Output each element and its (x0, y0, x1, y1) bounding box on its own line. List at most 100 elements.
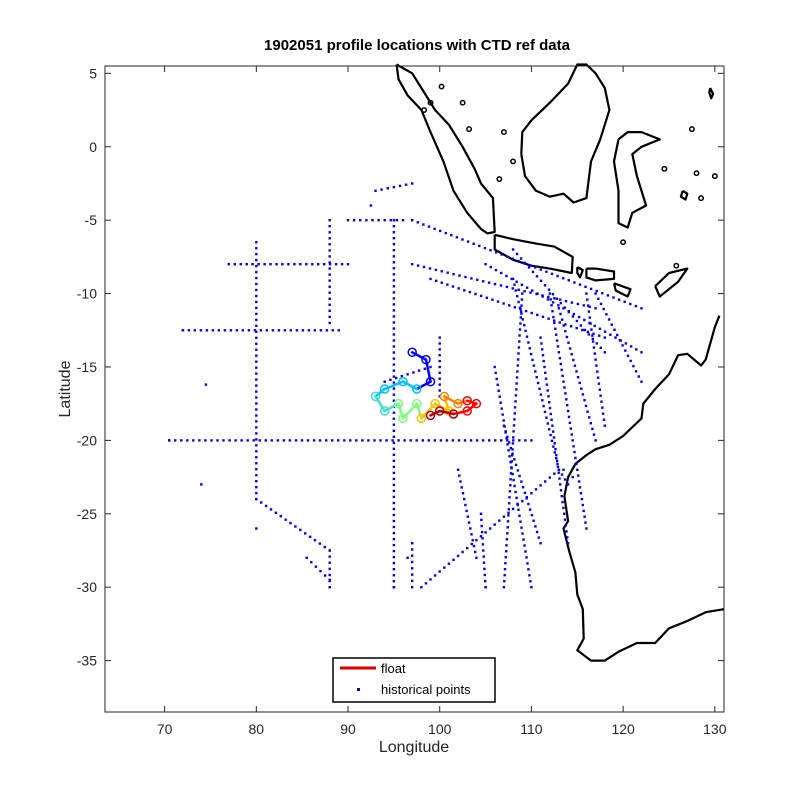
historical-point (255, 294, 258, 298)
historical-point (481, 543, 485, 546)
historical-point (328, 567, 331, 571)
historical-point (515, 496, 518, 500)
historical-point (552, 430, 555, 433)
historical-point (511, 507, 515, 511)
historical-point (392, 435, 396, 438)
historical-point (328, 279, 331, 282)
historical-point (607, 318, 611, 321)
historical-point (579, 324, 583, 327)
historical-point (629, 302, 632, 306)
historical-point (392, 255, 396, 258)
historical-point (411, 548, 414, 551)
float-profile (407, 347, 417, 358)
historical-point (559, 301, 563, 305)
historical-point (595, 364, 598, 367)
historical-point (204, 439, 207, 442)
historical-point (227, 263, 230, 266)
historical-point (512, 436, 515, 439)
historical-point (476, 278, 479, 281)
historical-point (501, 413, 504, 416)
historical-point (502, 424, 506, 427)
historical-point (216, 439, 219, 442)
historical-point (511, 257, 515, 260)
historical-point (545, 270, 548, 273)
historical-point (392, 315, 396, 318)
historical-point (355, 439, 358, 442)
historical-point (511, 277, 515, 281)
historical-point (512, 439, 515, 442)
historical-point (443, 566, 446, 569)
historical-point (328, 285, 331, 288)
historical-point (557, 304, 560, 307)
historical-point (520, 304, 523, 307)
historical-point (553, 319, 556, 322)
historical-point (572, 445, 575, 448)
y-tick-label: -30 (77, 579, 97, 595)
historical-point (530, 439, 533, 442)
historical-point (438, 371, 441, 374)
x-axis: 70 80 90 100 110 120 130 (157, 66, 727, 737)
historical-point (546, 422, 549, 425)
float-track-segment (443, 395, 451, 413)
historical-point (281, 263, 284, 266)
historical-point (544, 377, 548, 380)
historical-point (556, 462, 559, 466)
historical-point (510, 277, 513, 281)
historical-point (582, 509, 585, 513)
historical-point (457, 287, 460, 290)
historical-point (392, 285, 396, 288)
historical-point (556, 345, 560, 348)
historical-point (300, 439, 304, 442)
historical-point (557, 307, 561, 310)
historical-point (416, 264, 420, 267)
historical-point (240, 439, 243, 442)
historical-point (235, 329, 239, 332)
historical-point (289, 521, 292, 525)
historical-point (612, 296, 615, 299)
historical-point (516, 364, 519, 367)
historical-point (346, 263, 350, 266)
historical-point (550, 272, 554, 276)
historical-point (548, 292, 551, 295)
historical-point (263, 263, 266, 266)
historical-point (513, 458, 516, 461)
historical-point (444, 231, 447, 235)
historical-point (422, 223, 425, 226)
historical-point (181, 329, 185, 332)
historical-point (508, 441, 511, 444)
y-tick-label: -20 (77, 432, 97, 448)
historical-point (542, 404, 545, 408)
historical-point (245, 263, 248, 266)
historical-point (601, 406, 604, 409)
historical-point (507, 511, 510, 514)
historical-point (495, 377, 498, 381)
historical-point (553, 442, 556, 445)
historical-point (392, 525, 396, 529)
historical-point (380, 188, 383, 191)
historical-point (541, 348, 544, 351)
historical-point (595, 342, 598, 345)
historical-point (527, 502, 530, 506)
historical-point (562, 307, 565, 310)
historical-point (392, 185, 396, 189)
historical-point (392, 339, 396, 342)
historical-point (541, 315, 545, 318)
historical-point (447, 562, 451, 565)
historical-point (566, 542, 570, 545)
historical-point (433, 227, 436, 230)
historical-point (566, 404, 569, 407)
historical-point (255, 390, 258, 393)
historical-point (423, 367, 426, 370)
historical-point (229, 329, 233, 332)
historical-point (438, 365, 441, 369)
historical-point (602, 307, 605, 311)
historical-point (603, 330, 607, 333)
historical-point (513, 418, 516, 421)
historical-point (499, 284, 503, 287)
historical-point (563, 478, 567, 481)
historical-point (475, 556, 478, 559)
float-track-segment (415, 380, 432, 391)
historical-point (586, 304, 590, 307)
historical-point (305, 263, 308, 266)
historical-point (523, 261, 527, 265)
